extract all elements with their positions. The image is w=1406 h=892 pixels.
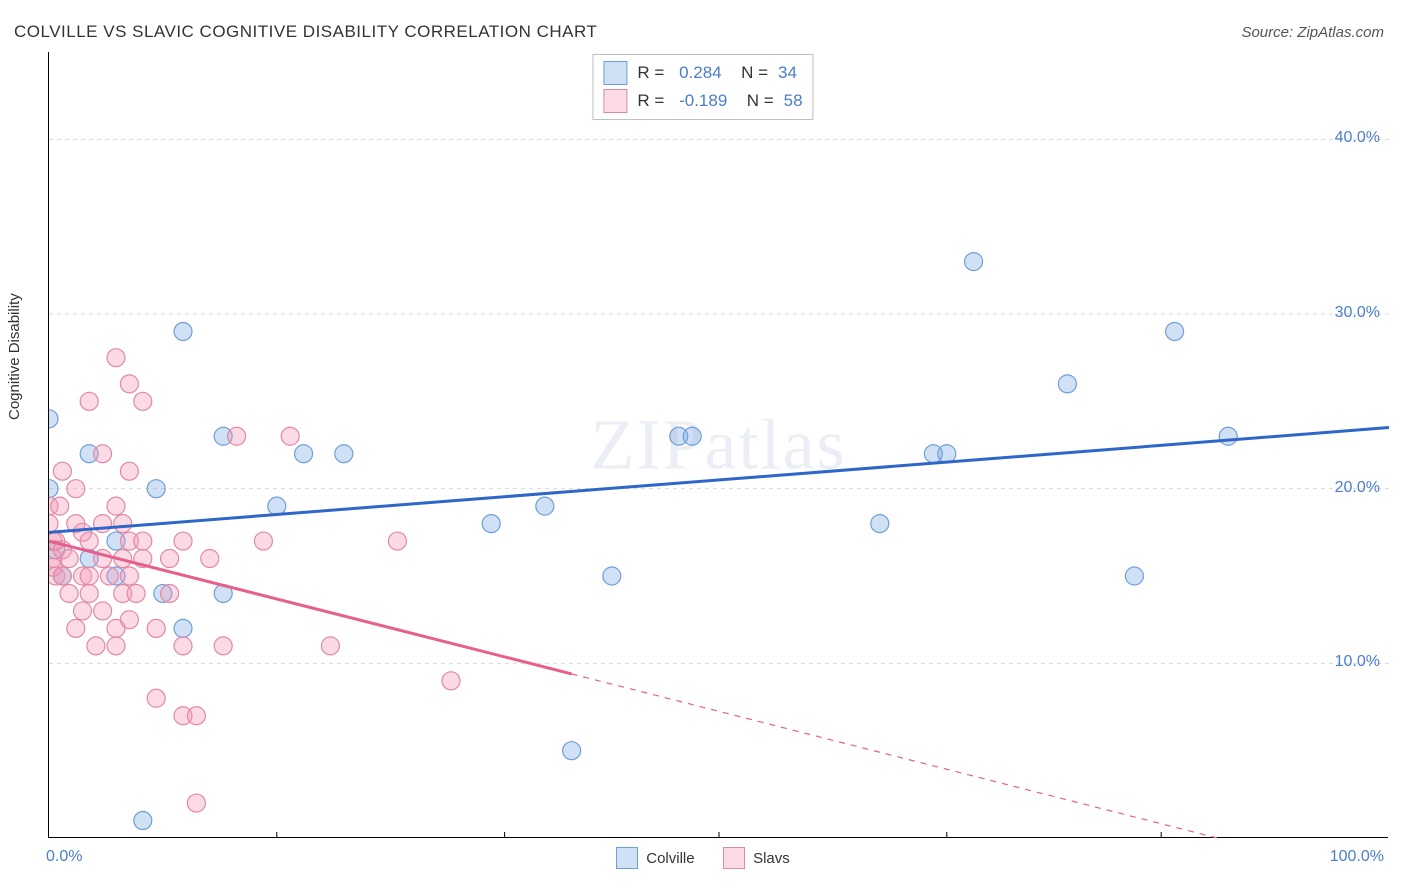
stats-n-value-a: 34 <box>778 59 797 87</box>
stats-r-value-b: -0.189 <box>679 87 727 115</box>
stats-swatch-a <box>603 61 627 85</box>
stats-n-label: N = <box>737 87 773 115</box>
stats-legend-box: R = 0.284 N = 34 R = -0.189 N = 58 <box>592 54 813 120</box>
stats-n-value-b: 58 <box>784 87 803 115</box>
y-axis-label: Cognitive Disability <box>6 293 23 420</box>
legend-swatch-a <box>616 847 638 869</box>
stats-swatch-b <box>603 89 627 113</box>
stats-n-label: N = <box>732 59 768 87</box>
legend-swatch-b <box>723 847 745 869</box>
y-tick-20: 20.0% <box>1335 479 1380 497</box>
stats-r-value-a: 0.284 <box>679 59 722 87</box>
y-tick-10: 10.0% <box>1335 653 1380 671</box>
plot-area: ZIPatlas <box>48 52 1388 838</box>
series-legend: Colville Slavs <box>0 847 1406 874</box>
y-tick-40: 40.0% <box>1335 129 1380 147</box>
stats-r-label: R = <box>637 59 669 87</box>
stats-row-a: R = 0.284 N = 34 <box>603 59 802 87</box>
legend-label-a: Colville <box>646 850 694 867</box>
chart-svg <box>49 52 1389 838</box>
y-tick-30: 30.0% <box>1335 304 1380 322</box>
chart-container: COLVILLE VS SLAVIC COGNITIVE DISABILITY … <box>0 0 1406 892</box>
legend-label-b: Slavs <box>753 850 790 867</box>
chart-title: COLVILLE VS SLAVIC COGNITIVE DISABILITY … <box>14 22 597 42</box>
stats-r-label: R = <box>637 87 669 115</box>
stats-row-b: R = -0.189 N = 58 <box>603 87 802 115</box>
legend-item-a: Colville <box>616 847 694 869</box>
source-attribution: Source: ZipAtlas.com <box>1241 24 1384 41</box>
legend-item-b: Slavs <box>723 847 790 869</box>
